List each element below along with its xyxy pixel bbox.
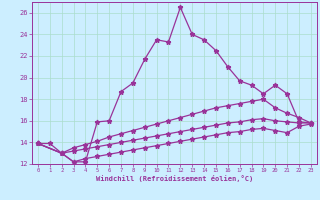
X-axis label: Windchill (Refroidissement éolien,°C): Windchill (Refroidissement éolien,°C) [96,175,253,182]
